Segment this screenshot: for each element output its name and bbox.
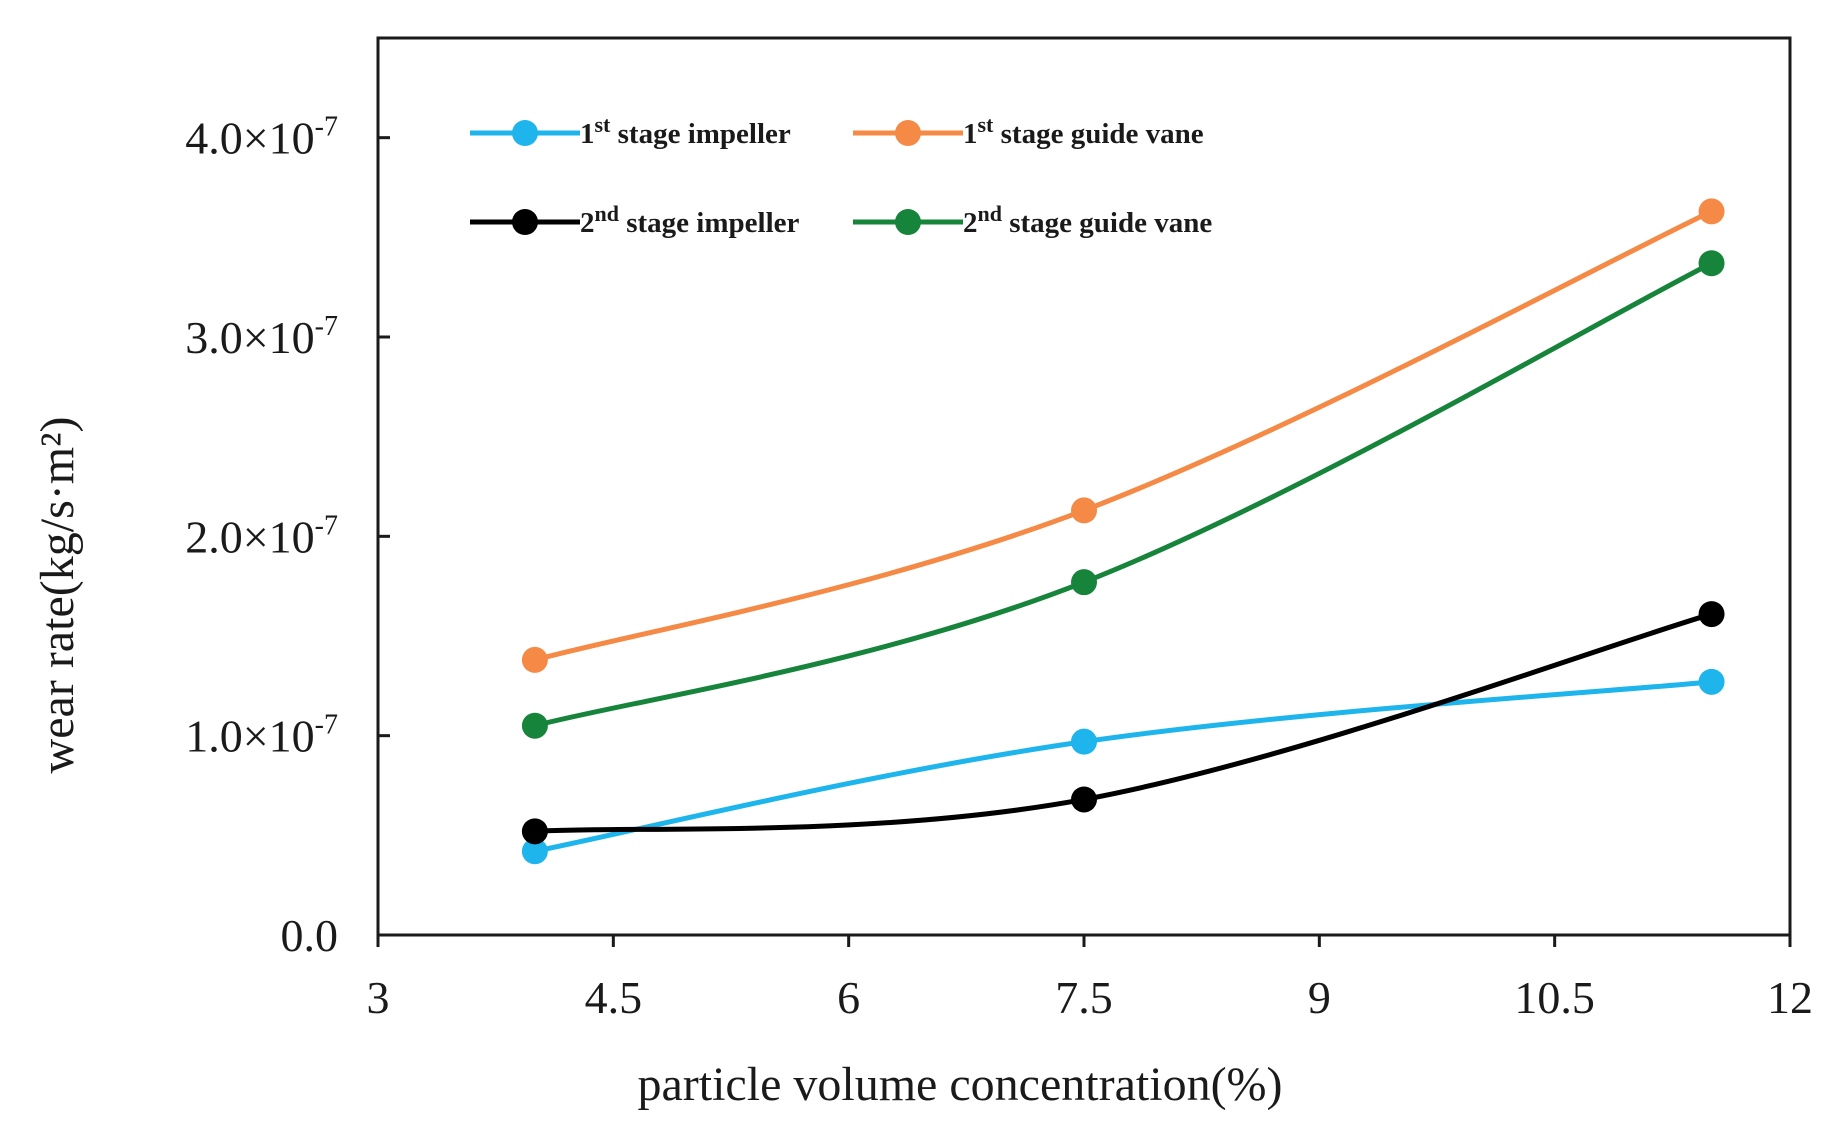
- legend-item: 1st stage impeller: [470, 112, 791, 150]
- x-tick-label: 9: [1308, 972, 1331, 1023]
- data-point: [1698, 668, 1725, 695]
- legend-marker: [512, 209, 538, 235]
- y-tick-label: 3.0×10-7: [185, 311, 338, 363]
- legend-label: 1st stage impeller: [580, 112, 791, 150]
- series-1st-stage-impeller: [521, 668, 1725, 865]
- x-axis-title: particle volume concentration(%): [637, 1058, 1282, 1111]
- data-point: [1071, 786, 1097, 813]
- legend-label: 2nd stage guide vane: [963, 201, 1212, 239]
- y-tick-label: 0.0: [281, 910, 339, 961]
- data-point: [1071, 569, 1097, 596]
- legend-label: 1st stage guide vane: [963, 112, 1204, 150]
- series-2nd-stage-impeller: [521, 601, 1725, 845]
- legend-marker: [895, 209, 921, 235]
- legend-marker: [512, 120, 538, 146]
- x-tick-label: 4.5: [585, 972, 643, 1023]
- data-point: [521, 712, 548, 739]
- data-point: [1698, 198, 1725, 225]
- data-point: [1071, 497, 1097, 524]
- data-point: [521, 646, 548, 673]
- series-line: [534, 679, 1712, 854]
- legend-item: 2nd stage guide vane: [853, 201, 1212, 239]
- x-tick-label: 3: [367, 972, 390, 1023]
- y-tick-label: 1.0×10-7: [185, 710, 338, 762]
- series-2nd-stage-guide-vane: [521, 250, 1725, 739]
- series-1st-stage-guide-vane: [521, 198, 1725, 673]
- series-line: [534, 611, 1713, 834]
- data-point: [1698, 250, 1725, 277]
- data-point: [521, 838, 548, 865]
- legend-label: 2nd stage impeller: [580, 201, 799, 239]
- data-point: [1698, 601, 1725, 628]
- x-tick-label: 6: [837, 972, 860, 1023]
- y-tick-label: 4.0×10-7: [185, 112, 338, 164]
- data-point: [1071, 728, 1097, 755]
- x-tick-label: 7.5: [1055, 972, 1113, 1023]
- y-tick-label: 2.0×10-7: [185, 510, 338, 562]
- x-tick-label: 10.5: [1514, 972, 1595, 1023]
- legend-item: 2nd stage impeller: [470, 201, 799, 239]
- x-tick-label: 12: [1767, 972, 1813, 1023]
- data-point: [521, 818, 548, 845]
- series-line: [534, 209, 1713, 663]
- legend-marker: [895, 120, 921, 146]
- legend-item: 1st stage guide vane: [853, 112, 1204, 150]
- y-axis-title: wear rate(kg/s·m²): [31, 417, 84, 774]
- series-line: [534, 261, 1713, 729]
